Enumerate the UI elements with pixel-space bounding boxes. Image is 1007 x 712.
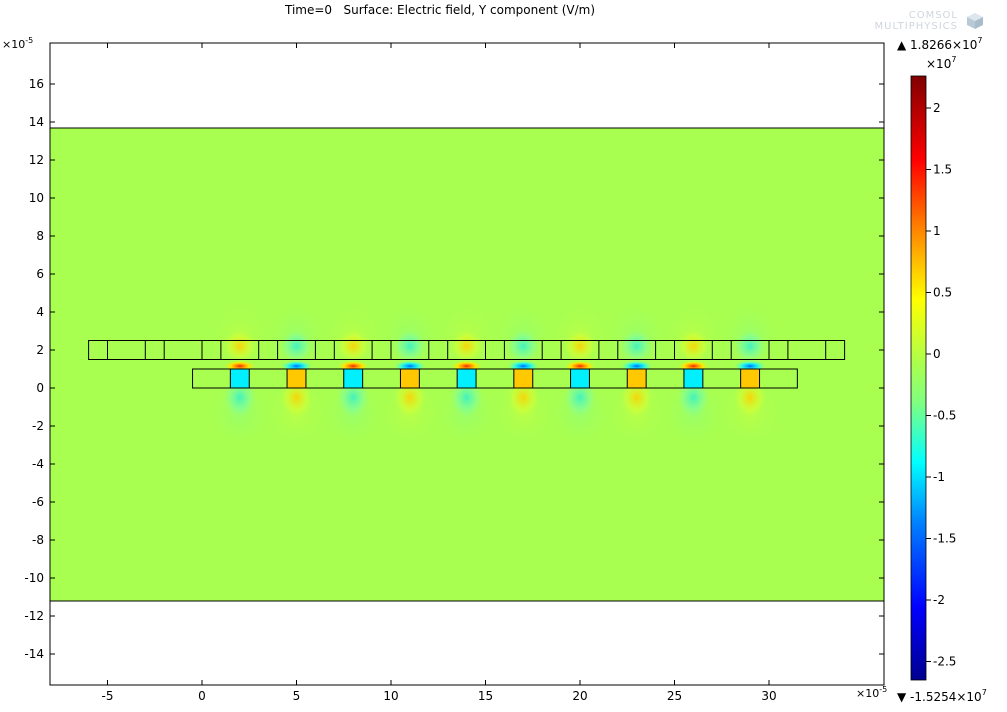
x-tick-label: 10 (383, 689, 398, 703)
x-tick-label: 5 (293, 689, 301, 703)
lower-strip (192, 368, 798, 389)
colorbar-min-label: ▼ -1.5254×107 (897, 688, 987, 704)
y-axis-multiplier: ×10-5 (2, 36, 34, 51)
y-tick-label: 8 (36, 229, 44, 243)
colorbar-gradient (910, 75, 927, 681)
colorbar-multiplier-text: ×10 (926, 57, 952, 71)
colorbar-max-exp: 7 (977, 36, 983, 45)
field-lobe-upper (391, 328, 428, 365)
y-tick-label: -12 (24, 609, 44, 623)
colorbar-tick-label: 2 (933, 101, 941, 115)
x-multiplier-exp: -5 (879, 685, 888, 694)
colorbar-tick-label: -1 (933, 470, 945, 484)
electrode (626, 368, 647, 389)
upper-strip (88, 340, 846, 360)
colorbar-max-text: ▲ 1.8266×10 (897, 38, 978, 52)
field-lobe-upper (618, 328, 655, 365)
y-tick-label: -8 (32, 533, 44, 547)
colorbar-multiplier: ×107 (926, 55, 957, 71)
y-tick-label: -6 (32, 495, 44, 509)
field-lobe-upper (221, 328, 258, 365)
x-tick-label: 0 (198, 689, 206, 703)
electrode (286, 368, 307, 389)
colorbar-tick-label: -1.5 (933, 532, 956, 546)
field-lobe-upper (448, 328, 485, 365)
y-tick-label: 6 (36, 267, 44, 281)
electrode (683, 368, 704, 389)
colorbar-tick-label: 0 (933, 347, 941, 361)
y-multiplier-exp: -5 (25, 36, 34, 45)
field-lobe-upper (732, 328, 769, 365)
colorbar-max-label: ▲ 1.8266×107 (897, 36, 983, 52)
colorbar-min-exp: 7 (981, 688, 987, 697)
y-tick-label: -14 (24, 647, 44, 661)
y-tick-label: 0 (36, 381, 44, 395)
plot-title: Time=0 Surface: Electric field, Y compon… (284, 3, 596, 17)
comsol-logo: COMSOL MULTIPHYSICS (872, 10, 998, 36)
y-tick-label: 4 (36, 305, 44, 319)
y-tick-label: 10 (29, 191, 44, 205)
x-multiplier-text: ×10 (856, 687, 880, 700)
y-tick-label: 2 (36, 343, 44, 357)
electrode (740, 368, 761, 389)
y-tick-label: 14 (29, 115, 44, 129)
colorbar-tick-label: 0.5 (933, 286, 952, 300)
electrode (513, 368, 534, 389)
colorbar-tick-label: -0.5 (933, 409, 956, 423)
y-tick-label: -2 (32, 419, 44, 433)
electrode (229, 368, 250, 389)
field-hotspots (205, 298, 785, 449)
colorbar-tick-label: -2.5 (933, 655, 956, 669)
y-multiplier-text: ×10 (2, 38, 26, 51)
x-axis-multiplier: ×10-5 (856, 685, 888, 700)
y-tick-label: -4 (32, 457, 44, 471)
colorbar-multiplier-exp: 7 (951, 55, 957, 64)
colorbar-tick-label: 1.5 (933, 163, 952, 177)
y-tick-label: 12 (29, 153, 44, 167)
y-tick-label: 16 (29, 77, 44, 91)
electrode (399, 368, 420, 389)
x-tick-label: 25 (667, 689, 682, 703)
electrode (456, 368, 477, 389)
logo-line2: MULTIPHYSICS (874, 21, 958, 32)
electrode (570, 368, 590, 389)
x-tick-label: 30 (761, 689, 776, 703)
field-lobe-upper (675, 328, 712, 365)
y-tick-label: -10 (24, 571, 44, 585)
colorbar-ticks: 2 1.5 1 0.5 0 -0.5 -1 -1.5 -2 -2.5 (926, 101, 956, 669)
colorbar-tick-label: 1 (933, 224, 941, 238)
field-lobe-upper (335, 328, 372, 365)
field-lobe-upper (505, 328, 542, 365)
x-tick-label: 20 (572, 689, 587, 703)
axis-ticks: -5 0 5 10 15 20 25 301614121086420-2-4-6-8-10-1… (24, 43, 884, 703)
x-tick-label: 15 (478, 689, 493, 703)
x-tick-label: -5 (102, 689, 114, 703)
electrode (343, 368, 364, 389)
field-lobe-upper (562, 328, 598, 365)
colorbar-min-text: ▼ -1.5254×10 (897, 690, 982, 704)
field-lobe-upper (278, 328, 315, 365)
comsol-cube-icon (967, 13, 983, 29)
colorbar-tick-label: -2 (933, 593, 945, 607)
device-geometry (88, 340, 846, 389)
logo-line1: COMSOL (908, 10, 958, 21)
